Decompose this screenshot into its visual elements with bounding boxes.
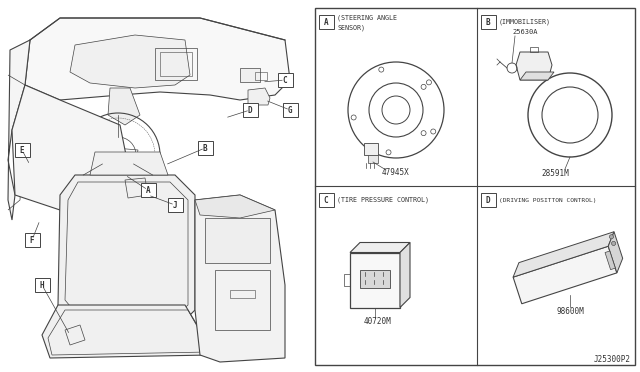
Bar	[368, 155, 378, 163]
Polygon shape	[12, 85, 135, 210]
FancyBboxPatch shape	[35, 278, 49, 292]
Text: (DRIVING POSITTON CONTROL): (DRIVING POSITTON CONTROL)	[499, 198, 596, 202]
Text: J: J	[173, 201, 177, 209]
Polygon shape	[350, 243, 410, 253]
Text: G: G	[288, 106, 292, 115]
FancyBboxPatch shape	[15, 143, 29, 157]
Text: A: A	[324, 17, 328, 26]
Polygon shape	[108, 88, 140, 125]
Text: (IMMOBILISER): (IMMOBILISER)	[499, 19, 551, 25]
Text: (TIRE PRESSURE CONTROL): (TIRE PRESSURE CONTROL)	[337, 197, 429, 203]
Polygon shape	[42, 305, 210, 358]
Polygon shape	[195, 195, 285, 362]
Polygon shape	[25, 18, 290, 100]
Polygon shape	[58, 175, 195, 320]
FancyBboxPatch shape	[278, 73, 292, 87]
Polygon shape	[516, 52, 552, 80]
FancyBboxPatch shape	[319, 193, 333, 207]
Circle shape	[612, 241, 616, 246]
Text: H: H	[40, 280, 44, 289]
FancyBboxPatch shape	[141, 183, 156, 197]
Polygon shape	[70, 35, 190, 88]
Text: 47945X: 47945X	[382, 167, 410, 176]
Bar	[205, 218, 270, 263]
FancyBboxPatch shape	[198, 141, 212, 155]
FancyBboxPatch shape	[282, 103, 298, 117]
Text: A: A	[146, 186, 150, 195]
Bar	[315, 8, 635, 365]
Polygon shape	[513, 246, 617, 304]
Polygon shape	[608, 232, 623, 273]
Text: F: F	[29, 235, 35, 244]
Bar	[240, 68, 260, 82]
Text: C: C	[324, 196, 328, 205]
Text: E: E	[20, 145, 24, 154]
Bar	[344, 274, 350, 286]
Bar	[230, 290, 255, 298]
Circle shape	[609, 235, 614, 239]
Text: 25630A: 25630A	[512, 29, 538, 35]
Text: SENSOR): SENSOR)	[337, 25, 365, 31]
FancyBboxPatch shape	[319, 15, 333, 29]
Bar	[350, 253, 400, 308]
Polygon shape	[248, 88, 270, 105]
Polygon shape	[605, 251, 615, 270]
Polygon shape	[513, 232, 614, 277]
Text: C: C	[283, 76, 287, 84]
Text: (STEERING ANGLE: (STEERING ANGLE	[337, 15, 397, 21]
Circle shape	[612, 241, 616, 246]
Circle shape	[609, 235, 614, 239]
Bar	[215, 270, 270, 330]
Bar	[255, 72, 267, 80]
FancyBboxPatch shape	[481, 193, 495, 207]
FancyBboxPatch shape	[168, 198, 182, 212]
Text: 98600M: 98600M	[556, 307, 584, 315]
Bar	[160, 52, 192, 76]
Polygon shape	[90, 152, 168, 175]
Text: D: D	[486, 196, 490, 205]
FancyBboxPatch shape	[243, 103, 257, 117]
Bar	[360, 270, 390, 288]
Text: D: D	[248, 106, 252, 115]
Text: B: B	[486, 17, 490, 26]
Text: 40720M: 40720M	[363, 317, 391, 326]
Polygon shape	[8, 40, 30, 220]
FancyBboxPatch shape	[481, 15, 495, 29]
Polygon shape	[400, 243, 410, 308]
Text: J25300P2: J25300P2	[594, 355, 631, 363]
Bar	[155, 48, 197, 80]
FancyBboxPatch shape	[24, 233, 40, 247]
Bar	[364, 143, 378, 155]
Text: B: B	[203, 144, 207, 153]
Text: 28591M: 28591M	[541, 169, 569, 177]
Polygon shape	[520, 72, 554, 80]
Polygon shape	[195, 195, 275, 218]
